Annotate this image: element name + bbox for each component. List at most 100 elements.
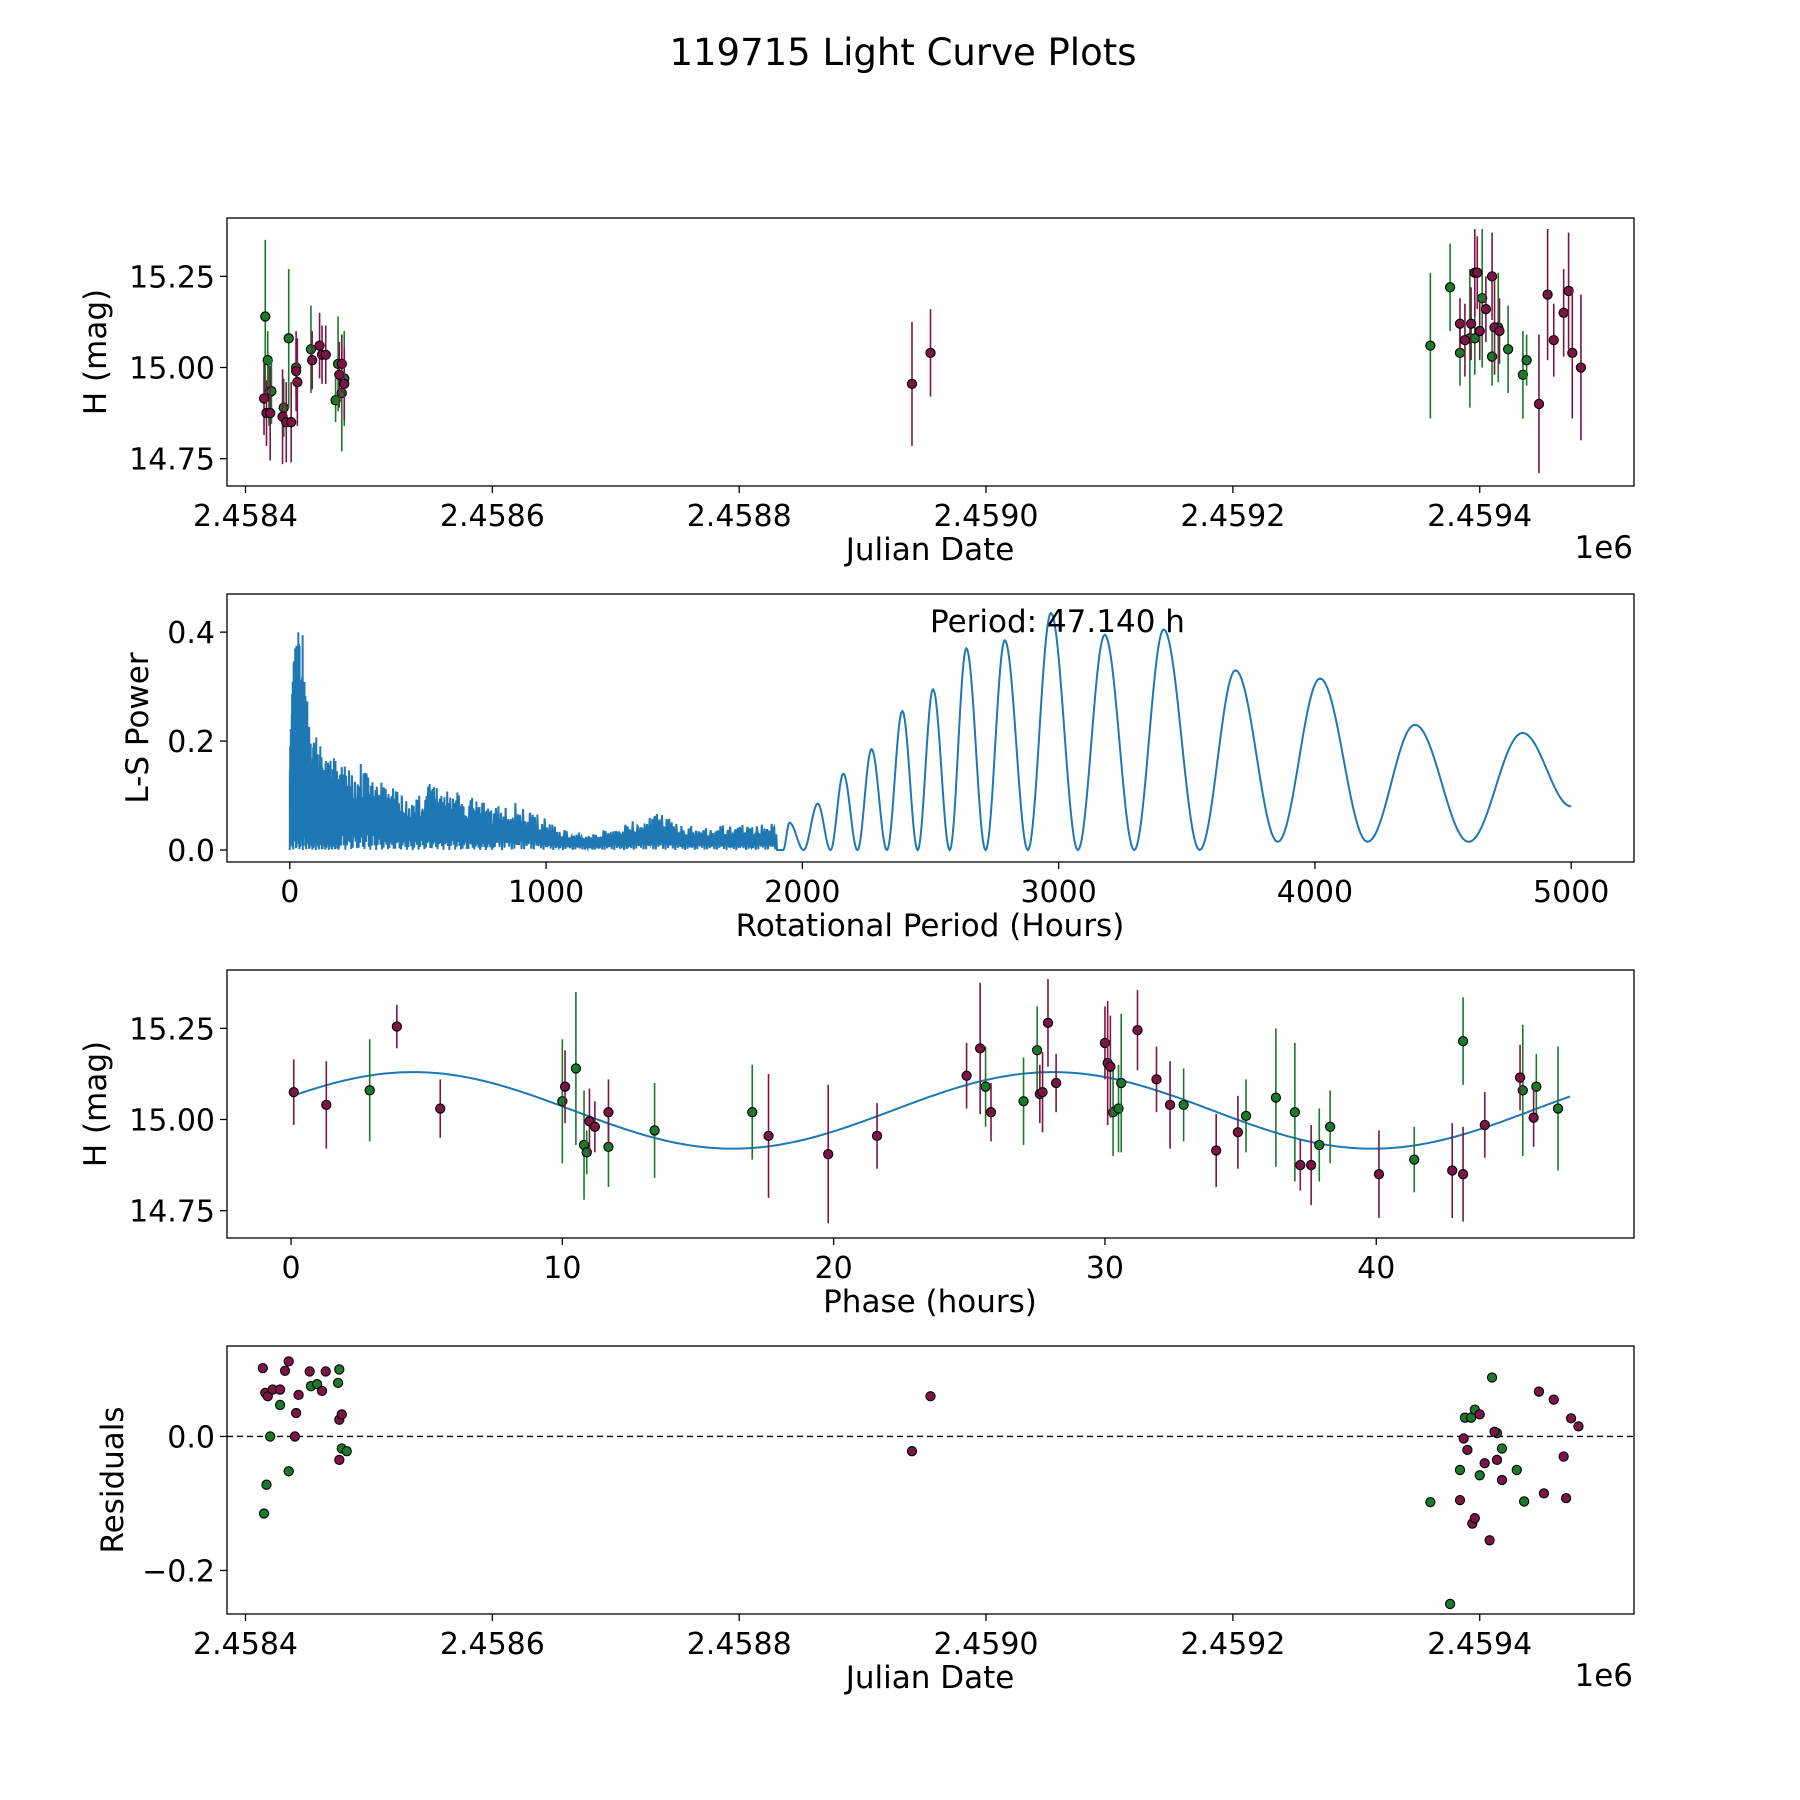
lightcurve-point-maroon	[292, 376, 303, 388]
phased-y-axis-label: H (mag)	[78, 1041, 114, 1167]
lightcurve-point-maroon	[1558, 307, 1569, 318]
residuals-point-maroon	[274, 1384, 286, 1395]
lightcurve-point-maroon	[1533, 398, 1545, 410]
residuals-point-maroon	[1491, 1454, 1503, 1466]
lightcurve-x-tick-label: 2.4594	[1427, 499, 1532, 534]
lightcurve-point-maroon	[290, 365, 302, 377]
residuals-point-maroon	[316, 1385, 328, 1397]
residuals-y-axis-label: Residuals	[95, 1406, 131, 1553]
lightcurve-x-tick-label: 2.4592	[1180, 499, 1285, 534]
lightcurve-point-green	[1444, 282, 1456, 293]
lightcurve-point-maroon	[1480, 304, 1492, 315]
lightcurve-point-maroon	[307, 355, 318, 366]
periodogram-x-tick-label: 3000	[1020, 875, 1096, 910]
residuals-point-green	[1454, 1464, 1466, 1476]
lightcurve-x-tick-label: 2.4584	[193, 499, 298, 534]
lightcurve-x-tick-label: 2.4586	[440, 499, 545, 534]
residuals-point-maroon	[320, 1366, 331, 1377]
phased-point-green	[1240, 1110, 1252, 1122]
residuals-panel: 2.4584 2.4586 2.4588 2.4590 2.4592 2.4594 −0.2…	[95, 1345, 1635, 1696]
phased-point-maroon	[1105, 1061, 1116, 1072]
phased-point-maroon	[985, 1107, 997, 1118]
lightcurve-y-axis-label: H (mag)	[78, 289, 114, 415]
residuals-point-green	[334, 1364, 345, 1375]
phased-plot-area	[288, 979, 1571, 1224]
residuals-point-maroon	[1565, 1413, 1577, 1424]
periodogram-y-tick-label: 0.0	[167, 834, 215, 869]
residuals-point-maroon	[336, 1409, 347, 1420]
phased-point-maroon	[1457, 1169, 1469, 1180]
phased-point-maroon	[1164, 1099, 1176, 1111]
lightcurve-y-tick-label: 14.75	[129, 443, 215, 478]
phased-point-green	[1018, 1096, 1029, 1107]
phased-point-green	[747, 1107, 758, 1118]
phased-point-maroon	[1050, 1077, 1062, 1089]
residuals-axes-frame	[226, 1345, 1635, 1615]
periodogram-power-line	[288, 611, 1572, 852]
lightcurve-point-green	[260, 311, 271, 322]
lightcurve-point-green	[266, 386, 277, 397]
periodogram-x-tick-label: 5000	[1533, 875, 1609, 910]
phased-point-maroon	[1037, 1086, 1048, 1098]
residuals-point-green	[341, 1446, 352, 1457]
residuals-point-green	[332, 1377, 344, 1388]
phased-axes-frame	[226, 969, 1635, 1239]
residuals-point-maroon	[293, 1389, 304, 1401]
lightcurve-offset-label: 1e6	[1574, 530, 1633, 566]
periodogram-x-tick-label: 0	[280, 875, 299, 910]
phased-point-green	[1178, 1099, 1189, 1111]
periodogram-y-tick-label: 0.4	[167, 616, 215, 651]
residuals-x-tick-label: 2.4584	[193, 1627, 298, 1662]
residuals-point-maroon	[1496, 1474, 1508, 1486]
phased-point-maroon	[1305, 1159, 1317, 1171]
phased-x-tick-label: 40	[1357, 1251, 1395, 1286]
period-annotation: Period: 47.140 h	[930, 604, 1185, 640]
lightcurve-point-maroon	[1472, 267, 1483, 278]
residuals-point-maroon	[257, 1362, 268, 1374]
residuals-x-axis-label: Julian Date	[844, 1660, 1015, 1696]
lightcurve-point-maroon	[925, 347, 936, 359]
residuals-point-green	[1425, 1496, 1436, 1508]
lightcurve-point-green	[1502, 344, 1514, 355]
figure-title: 119715 Light Curve Plots	[669, 31, 1136, 74]
residuals-point-maroon	[1558, 1451, 1569, 1462]
residuals-point-maroon	[1533, 1386, 1545, 1397]
residuals-point-maroon	[1489, 1426, 1500, 1437]
lightcurve-point-maroon	[1486, 271, 1498, 282]
phased-point-maroon	[321, 1099, 332, 1111]
periodogram-x-axis-label: Rotational Period (Hours)	[736, 908, 1125, 944]
phased-point-green	[1270, 1092, 1282, 1103]
phased-point-maroon	[1514, 1072, 1526, 1083]
residuals-point-maroon	[1454, 1494, 1466, 1506]
residuals-point-maroon	[1474, 1409, 1485, 1420]
lightcurve-plot-area	[258, 228, 1587, 474]
lightcurve-axes-frame	[226, 217, 1635, 487]
phased-point-green	[364, 1085, 375, 1096]
phased-point-maroon	[763, 1130, 774, 1142]
residuals-y-tick-label: 0.0	[167, 1420, 215, 1455]
phased-point-maroon	[559, 1081, 571, 1092]
periodogram-y-axis-label: L-S Power	[120, 652, 156, 803]
residuals-x-tick-label: 2.4590	[934, 1627, 1039, 1662]
lightcurve-point-green	[1425, 340, 1436, 351]
residuals-point-maroon	[304, 1366, 315, 1377]
residuals-point-green	[283, 1466, 294, 1477]
periodogram-panel: 0 1000 2000 3000 4000 5000 0.0 0.2 0.4 Period: 4…	[120, 593, 1635, 944]
periodogram-y-tick-label: 0.2	[167, 725, 215, 760]
phased-y-tick-label: 14.75	[129, 1195, 215, 1230]
phased-x-tick-label: 10	[543, 1251, 581, 1286]
residuals-point-maroon	[334, 1454, 345, 1466]
lightcurve-point-maroon	[265, 407, 276, 419]
periodogram-x-tick-label: 1000	[508, 875, 584, 910]
lightcurve-point-maroon	[1567, 347, 1578, 359]
lightcurve-point-green	[283, 333, 294, 344]
residuals-point-green	[274, 1399, 286, 1411]
periodogram-x-tick-label: 2000	[764, 875, 840, 910]
residuals-x-tick-label: 2.4592	[1180, 1627, 1285, 1662]
residuals-point-maroon	[925, 1391, 936, 1402]
lightcurve-x-axis-label: Julian Date	[844, 532, 1015, 568]
residuals-point-maroon	[1538, 1488, 1550, 1499]
residuals-point-green	[258, 1508, 270, 1519]
lightcurve-x-tick-label: 2.4588	[687, 499, 792, 534]
